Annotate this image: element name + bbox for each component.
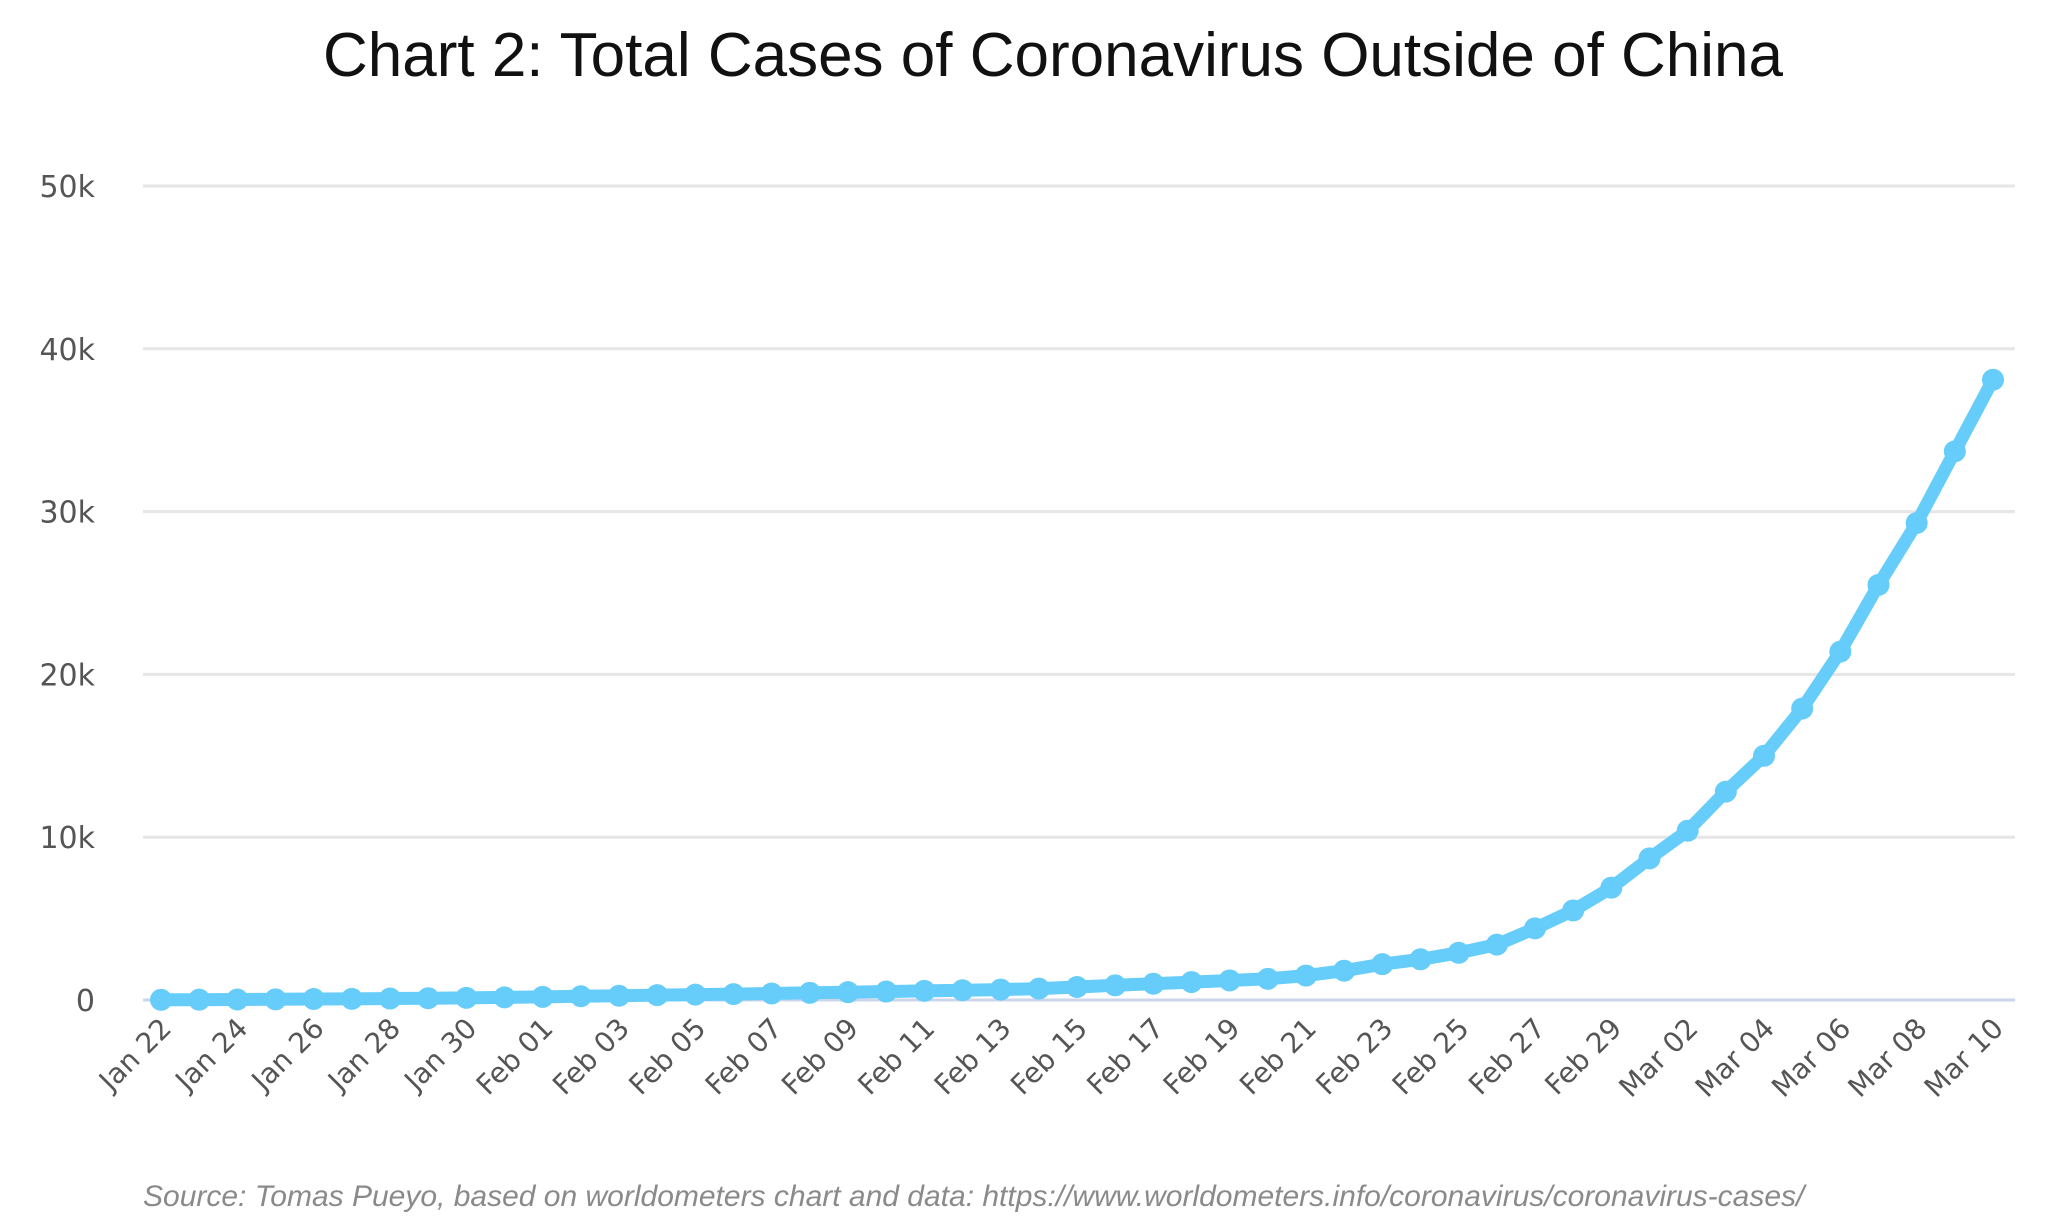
data-point [531, 985, 554, 1008]
x-tick-label: Feb 07 [699, 1012, 789, 1102]
data-point [1180, 971, 1203, 994]
x-tick-label: Jan 24 [168, 1012, 255, 1099]
x-tick-label: Feb 25 [1386, 1012, 1476, 1102]
chart-source: Source: Tomas Pueyo, based on worldomete… [143, 1180, 1807, 1213]
x-tick-label: Mar 10 [1918, 1012, 2010, 1104]
data-point [417, 987, 440, 1010]
x-tick-label: Feb 21 [1233, 1012, 1323, 1102]
data-point [722, 983, 745, 1006]
data-point [264, 988, 287, 1011]
data-point [1409, 948, 1432, 971]
data-point [1066, 975, 1088, 998]
x-tick-label: Feb 11 [851, 1012, 941, 1102]
data-point [951, 979, 974, 1002]
data-point [1142, 972, 1165, 995]
data-point [226, 988, 249, 1011]
x-tick-label: Feb 05 [622, 1012, 712, 1102]
x-tick-label: Feb 23 [1309, 1012, 1399, 1102]
data-point [1638, 847, 1661, 870]
data-point [684, 983, 707, 1006]
data-point [1753, 744, 1775, 767]
data-point [1027, 977, 1050, 1000]
data-point [875, 980, 898, 1003]
x-tick-label: Jan 22 [91, 1012, 178, 1099]
data-point [1676, 819, 1699, 842]
data-point [837, 981, 859, 1004]
y-tick-label: 0 [76, 984, 95, 1019]
data-point [1295, 964, 1317, 987]
y-tick-label: 50k [39, 170, 95, 205]
data-point [1524, 917, 1546, 940]
data-point [1600, 876, 1623, 899]
data-point [1905, 511, 1928, 534]
x-tick-label: Feb 17 [1080, 1012, 1170, 1102]
data-point [1562, 899, 1585, 922]
x-tick-label: Feb 09 [775, 1012, 865, 1102]
data-point [1104, 974, 1127, 997]
x-tick-label: Feb 01 [470, 1012, 560, 1102]
data-point [798, 981, 821, 1004]
data-point [1714, 780, 1737, 803]
x-tick-label: Mar 08 [1841, 1012, 1933, 1104]
data-point [760, 982, 783, 1005]
data-point [989, 978, 1012, 1001]
data-point [1982, 368, 2004, 391]
y-tick-label: 30k [39, 496, 95, 531]
y-tick-label: 10k [39, 821, 95, 856]
data-point [1829, 640, 1852, 663]
x-tick-label: Jan 28 [320, 1012, 407, 1099]
y-tick-label: 20k [39, 658, 95, 693]
data-point [1371, 953, 1394, 976]
chart-title: Chart 2: Total Cases of Coronavirus Outs… [323, 21, 1784, 90]
x-tick-label: Jan 26 [244, 1012, 331, 1099]
data-point [608, 984, 630, 1007]
data-point [1791, 697, 1814, 720]
x-tick-label: Feb 13 [928, 1012, 1018, 1102]
x-tick-label: Mar 04 [1689, 1012, 1781, 1104]
x-tick-label: Mar 02 [1612, 1012, 1704, 1104]
x-tick-label: Feb 27 [1462, 1012, 1552, 1102]
x-tick-label: Feb 15 [1004, 1012, 1094, 1102]
data-point [340, 987, 363, 1010]
data-point [913, 979, 936, 1002]
data-point [1333, 959, 1356, 982]
x-tick-label: Feb 19 [1157, 1012, 1247, 1102]
data-point [493, 986, 516, 1009]
x-tick-label: Mar 06 [1765, 1012, 1857, 1104]
data-point [1943, 440, 1966, 463]
data-point [188, 988, 211, 1011]
data-point [1256, 967, 1279, 990]
data-point [150, 988, 172, 1011]
series-line [154, 373, 2000, 1007]
data-point [455, 986, 478, 1009]
x-tick-label: Feb 29 [1538, 1012, 1628, 1102]
data-point [1867, 573, 1890, 596]
data-point [569, 985, 592, 1008]
x-tick-label: Jan 30 [397, 1012, 484, 1099]
data-point [1485, 933, 1508, 956]
y-tick-label: 40k [39, 333, 95, 368]
data-point [1447, 941, 1470, 964]
data-point [379, 987, 401, 1010]
data-point [1218, 969, 1241, 992]
data-point [646, 984, 669, 1007]
data-point [302, 988, 325, 1011]
x-tick-label: Feb 03 [546, 1012, 636, 1102]
